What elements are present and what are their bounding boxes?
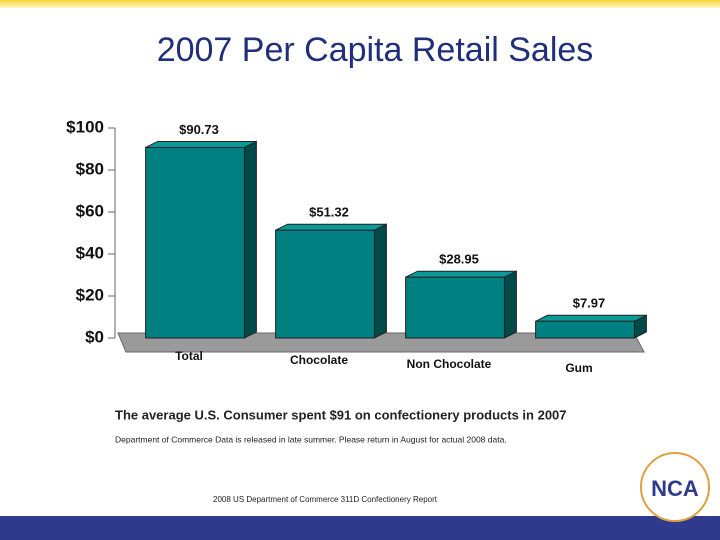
y-tick-label: $60 <box>76 201 104 220</box>
source: 2008 US Department of Commerce 311D Conf… <box>213 495 438 504</box>
y-tick-label: $100 <box>66 117 104 136</box>
value-label: $90.73 <box>179 122 219 137</box>
logo-ring <box>640 452 710 522</box>
x-tick-label: Chocolate <box>290 353 348 367</box>
y-tick-label: $20 <box>76 285 104 304</box>
bar <box>405 276 505 339</box>
logo: NCA <box>651 476 699 501</box>
x-tick-label: Non Chocolate <box>407 357 492 371</box>
value-label: $51.32 <box>309 205 349 220</box>
bottom-band <box>0 516 720 540</box>
bar-side <box>243 140 257 339</box>
x-tick-label: Gum <box>565 361 592 375</box>
bar <box>275 229 375 339</box>
y-tick-label: $80 <box>76 159 104 178</box>
caption: The average U.S. Consumer spent $91 on c… <box>115 407 567 422</box>
bar-top <box>535 314 647 322</box>
y-tick-label: $40 <box>76 243 104 262</box>
bar-top <box>275 223 387 231</box>
bar-side <box>503 270 517 339</box>
x-tick-label: Total <box>175 349 203 363</box>
value-label: $7.97 <box>573 296 606 311</box>
note: Department of Commerce Data is released … <box>115 434 507 444</box>
bar-top <box>405 270 517 278</box>
chart-title: 2007 Per Capita Retail Sales <box>157 31 594 69</box>
y-tick-label: $0 <box>85 327 104 346</box>
bar <box>535 320 635 339</box>
bar-side <box>373 223 387 339</box>
top-band <box>0 0 720 8</box>
value-label: $28.95 <box>439 252 479 267</box>
bar <box>145 146 245 339</box>
bar-top <box>145 140 257 148</box>
